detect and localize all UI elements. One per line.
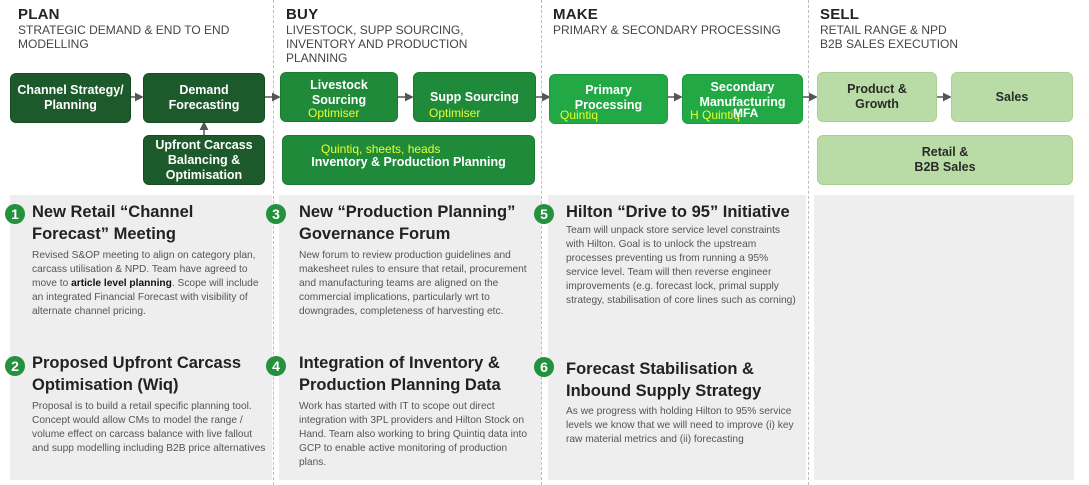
item-title: New “Production Planning” Governance Foru…	[299, 203, 516, 243]
buy-header: BUY LIVESTOCK, SUPP SOURCING, INVENTORY …	[286, 6, 467, 65]
secondary-tool-tag: MFA	[733, 106, 759, 120]
item-number-badge: 1	[5, 204, 25, 224]
item-description: New forum to review production guideline…	[299, 250, 527, 317]
upfront-carcass-box: Upfront Carcass Balancing & Optimisation	[143, 135, 265, 185]
demand-forecasting-label: Demand Forecasting	[168, 83, 240, 112]
livestock-sourcing-box: Livestock Sourcing Optimiser	[280, 72, 398, 122]
inventory-planning-label: Inventory & Production Planning	[311, 154, 506, 169]
item-title: New Retail “Channel Forecast” Meeting	[32, 203, 194, 243]
make-initiatives-panel	[548, 195, 806, 480]
livestock-tool-tag: Optimiser	[308, 106, 360, 120]
item-number-badge: 5	[534, 204, 554, 224]
product-growth-label: Product & Growth	[847, 82, 907, 111]
sell-header: SELL RETAIL RANGE & NPD B2B SALES EXECUT…	[820, 6, 958, 51]
column-divider	[808, 0, 809, 485]
buy-subtitle: LIVESTOCK, SUPP SOURCING,	[286, 23, 464, 37]
column-divider	[541, 0, 542, 485]
item-title: Forecast Stabilisation & Inbound Supply S…	[566, 360, 762, 400]
demand-forecasting-box: Demand Forecasting	[143, 73, 265, 123]
primary-processing-label: Primary Processing	[574, 83, 643, 112]
livestock-sourcing-label: Livestock Sourcing	[310, 78, 368, 107]
item-description: Work has started with IT to scope out di…	[299, 401, 528, 468]
item-title: Hilton “Drive to 95” Initiative	[566, 203, 790, 221]
inventory-tool-tag: Quintiq, sheets, heads	[321, 142, 441, 156]
channel-strategy-box: Channel Strategy/ Planning	[10, 73, 131, 123]
item-description: Proposal is to build a retail specific p…	[32, 401, 266, 454]
item-description: As we progress with holding Hilton to 95…	[566, 406, 794, 445]
sell-subtitle: B2B SALES EXECUTION	[820, 37, 959, 51]
secondary-tool-tag: H Quintiq	[690, 108, 741, 122]
sell-initiatives-panel	[814, 195, 1074, 480]
make-subtitle: PRIMARY & SECONDARY PROCESSING	[553, 23, 781, 37]
buy-subtitle: INVENTORY AND PRODUCTION	[286, 37, 468, 51]
buy-title: BUY	[286, 6, 319, 23]
sell-subtitle: RETAIL RANGE & NPD	[820, 23, 947, 37]
item-title: Proposed Upfront Carcass Optimisation (Wi…	[32, 354, 242, 394]
primary-processing-box: Primary Processing Quintiq	[549, 74, 668, 124]
retail-b2b-label: Retail & B2B Sales	[914, 145, 976, 174]
column-divider	[273, 0, 274, 485]
supp-sourcing-box: Supp Sourcing Optimiser	[413, 72, 536, 122]
channel-strategy-label: Channel Strategy/ Planning	[17, 83, 124, 112]
item-description: Team will unpack store service level con…	[566, 225, 796, 306]
primary-tool-tag: Quintiq	[560, 108, 599, 122]
plan-subtitle: STRATEGIC DEMAND & END TO END	[18, 23, 230, 37]
sales-box: Sales	[951, 72, 1073, 122]
item-description: Revised S&OP meeting to align on categor…	[32, 250, 259, 317]
plan-subtitle: MODELLING	[18, 37, 89, 51]
retail-b2b-box: Retail & B2B Sales	[817, 135, 1073, 185]
plan-title: PLAN	[18, 6, 60, 23]
product-growth-box: Product & Growth	[817, 72, 937, 122]
upfront-carcass-label: Upfront Carcass Balancing & Optimisation	[155, 137, 253, 182]
inventory-planning-box: Inventory & Production Planning Quintiq,…	[282, 135, 535, 185]
secondary-manufacturing-box: Secondary Manufacturing H Quintiq MFA	[682, 74, 803, 124]
item-title: Integration of Inventory & Production Pla…	[299, 354, 501, 394]
supp-sourcing-label: Supp Sourcing	[430, 89, 519, 104]
supp-tool-tag: Optimiser	[429, 106, 481, 120]
buy-initiatives-panel	[279, 195, 541, 480]
secondary-manufacturing-label: Secondary Manufacturing	[699, 80, 786, 109]
buy-subtitle: PLANNING	[286, 51, 348, 65]
item-number-badge: 4	[266, 356, 286, 376]
item-number-badge: 3	[266, 204, 286, 224]
item-number-badge: 2	[5, 356, 25, 376]
make-header: MAKE PRIMARY & SECONDARY PROCESSING	[553, 6, 781, 37]
plan-initiatives-panel	[10, 195, 272, 480]
item-number-badge: 6	[534, 357, 554, 377]
make-title: MAKE	[553, 6, 598, 23]
plan-header: PLAN STRATEGIC DEMAND & END TO END MODEL…	[18, 6, 229, 51]
sales-label: Sales	[995, 89, 1029, 104]
sell-title: SELL	[820, 6, 860, 23]
